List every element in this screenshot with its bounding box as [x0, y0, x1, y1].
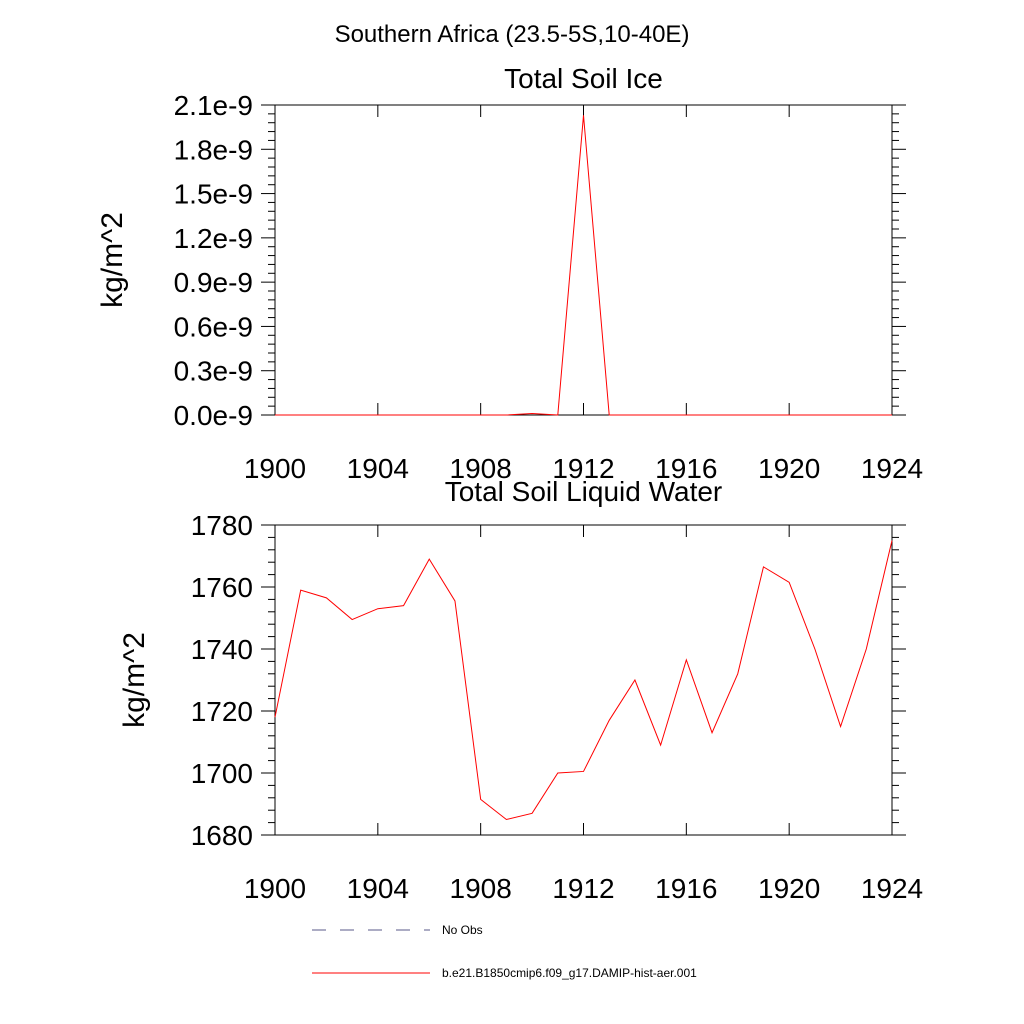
soil-liquid-water-series-line — [274, 540, 893, 821]
legend-label-no-obs: No Obs — [442, 923, 483, 937]
soil-ice-ytick-label: 1.8e-9 — [174, 134, 253, 165]
soil-ice-xtick-label: 1900 — [244, 453, 306, 484]
soil-liquid-water-xtick-label: 1912 — [552, 873, 614, 904]
soil-liquid-water-xtick-label: 1904 — [347, 873, 409, 904]
soil-ice-ytick-label: 0.0e-9 — [174, 400, 253, 431]
soil-liquid-water-ytick-label: 1780 — [191, 510, 253, 541]
soil-ice-xtick-label: 1920 — [758, 453, 820, 484]
soil-liquid-water-title: Total Soil Liquid Water — [445, 476, 723, 507]
legend: No Obs b.e21.B1850cmip6.f09_g17.DAMIP-hi… — [312, 923, 697, 980]
soil-ice-ytick-label: 0.3e-9 — [174, 356, 253, 387]
soil-ice-ylabel: kg/m^2 — [96, 212, 129, 308]
soil-liquid-water-ytick-label: 1760 — [191, 572, 253, 603]
soil-liquid-water-xtick-label: 1908 — [450, 873, 512, 904]
soil-ice-chart: Total Soil Ice 0.0e-9 0.3e-9 0.6e-9 0.9e-9 1.… — [96, 63, 923, 484]
soil-ice-xtick-label: 1924 — [861, 453, 923, 484]
soil-ice-ytick-label: 1.5e-9 — [174, 179, 253, 210]
soil-ice-ytick-label: 0.6e-9 — [174, 311, 253, 342]
soil-liquid-water-ytick-label: 1720 — [191, 696, 253, 727]
suptitle: Southern Africa (23.5-5S,10-40E) — [335, 21, 690, 48]
soil-ice-plot-frame — [274, 104, 893, 416]
soil-ice-xtick-label: 1908 — [450, 453, 512, 484]
legend-label-model: b.e21.B1850cmip6.f09_g17.DAMIP-hist-aer.… — [442, 966, 697, 980]
soil-ice-xtick-label: 1912 — [552, 453, 614, 484]
soil-ice-series-line — [275, 115, 892, 416]
soil-liquid-water-xtick-label: 1924 — [861, 873, 923, 904]
soil-ice-ytick-label: 2.1e-9 — [174, 90, 253, 121]
soil-liquid-water-ytick-label: 1740 — [191, 634, 253, 665]
soil-liquid-water-plot-frame — [274, 524, 893, 836]
soil-liquid-water-ytick-label: 1700 — [191, 758, 253, 789]
soil-ice-title: Total Soil Ice — [504, 63, 663, 94]
soil-ice-xtick-label: 1916 — [655, 453, 717, 484]
soil-ice-ytick-label: 1.2e-9 — [174, 223, 253, 254]
soil-liquid-water-xtick-label: 1920 — [758, 873, 820, 904]
soil-liquid-water-xtick-label: 1900 — [244, 873, 306, 904]
soil-liquid-water-ylabel: kg/m^2 — [118, 632, 151, 728]
soil-liquid-water-chart: Total Soil Liquid Water 1680 1700 1720 1740 1… — [118, 476, 923, 904]
soil-liquid-water-xtick-label: 1916 — [655, 873, 717, 904]
soil-liquid-water-ytick-label: 1680 — [191, 820, 253, 851]
soil-ice-xtick-label: 1904 — [347, 453, 409, 484]
soil-ice-ytick-label: 0.9e-9 — [174, 267, 253, 298]
